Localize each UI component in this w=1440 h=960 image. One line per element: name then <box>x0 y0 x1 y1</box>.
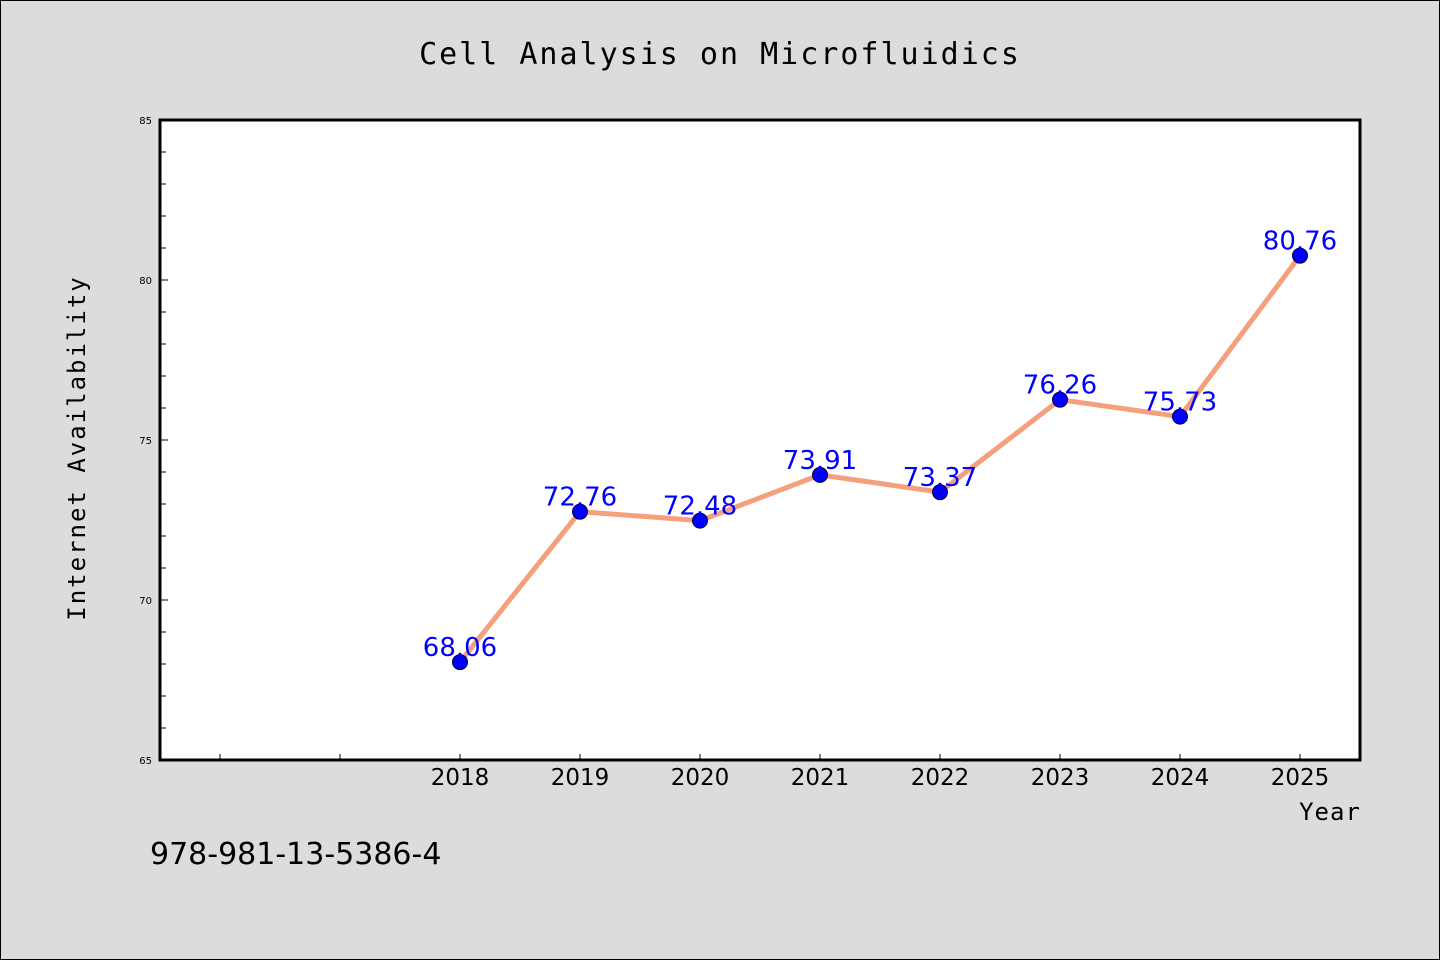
y-tick-label: 75 <box>139 436 152 447</box>
y-tick-label: 80 <box>139 276 152 287</box>
data-label: 73.91 <box>783 446 857 476</box>
series-group: 68.06 72.76 72.48 73.91 73.37 76.26 75.73 80.76 <box>423 227 1337 671</box>
x-tick-label: 2022 <box>911 765 970 791</box>
x-axis-label: Year <box>1299 798 1361 826</box>
plot-frame <box>158 118 1362 762</box>
y-tick-label: 70 <box>139 596 152 607</box>
data-label: 72.76 <box>543 483 617 513</box>
series-line <box>457 253 1303 665</box>
x-tick-label: 2021 <box>791 765 850 791</box>
x-tick-label: 2023 <box>1031 765 1090 791</box>
data-point <box>452 654 468 671</box>
data-point <box>932 484 948 501</box>
data-point <box>1292 247 1308 264</box>
x-tick-label: 2025 <box>1271 765 1330 791</box>
axis-ticks: 65 70 75 80 85 2018 2019 2020 2021 2022 2023 2024 20… <box>139 116 1329 791</box>
data-point <box>1052 391 1068 408</box>
plot-area <box>160 120 1360 760</box>
y-tick-label: 65 <box>139 756 152 767</box>
data-label: 68.06 <box>423 633 497 663</box>
data-label: 75.73 <box>1143 388 1217 418</box>
y-axis-label: Internet Availability <box>63 275 91 620</box>
data-label: 73.37 <box>903 463 977 493</box>
data-label: 80.76 <box>1263 227 1337 257</box>
data-point <box>692 512 708 529</box>
x-tick-label: 2020 <box>671 765 730 791</box>
data-label: 72.48 <box>663 492 737 522</box>
isbn-text: 978-981-13-5386-4 <box>150 837 441 872</box>
x-tick-label: 2019 <box>551 765 610 791</box>
x-tick-label: 2024 <box>1151 765 1210 791</box>
data-point <box>812 466 828 483</box>
data-label: 76.26 <box>1023 371 1097 401</box>
x-tick-label: 2018 <box>431 765 490 791</box>
y-tick-label: 85 <box>139 116 152 127</box>
data-point <box>1172 408 1188 425</box>
chart-title: Cell Analysis on Microfluidics <box>419 37 1021 72</box>
data-point <box>572 503 588 520</box>
